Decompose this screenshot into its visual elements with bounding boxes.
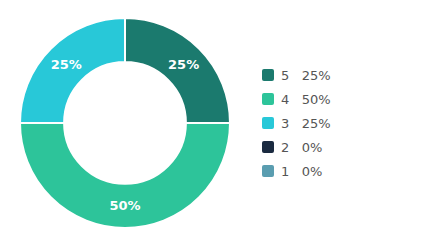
legend-label: 3 25% <box>281 116 331 131</box>
chart: 25% 50% 25% 5 25% 4 50% 3 25% 2 0% 1 0% <box>0 0 443 246</box>
legend-swatch <box>262 93 274 105</box>
slice <box>20 18 125 123</box>
data-labels: 25% 50% 25% <box>51 57 199 214</box>
slice <box>124 18 126 62</box>
legend-label: 4 50% <box>281 92 331 107</box>
data-label: 25% <box>51 57 82 72</box>
slice <box>125 18 230 123</box>
legend-label: 1 0% <box>281 164 322 179</box>
legend-swatch <box>262 69 274 81</box>
slices <box>20 18 230 228</box>
legend-swatch <box>262 141 274 153</box>
legend-swatch <box>262 165 274 177</box>
legend-swatch <box>262 117 274 129</box>
legend-label: 5 25% <box>281 68 331 83</box>
legend: 5 25% 4 50% 3 25% 2 0% 1 0% <box>262 68 331 179</box>
data-label: 50% <box>109 198 140 213</box>
data-label: 25% <box>168 57 199 72</box>
slice <box>124 18 126 62</box>
slice <box>20 123 230 228</box>
legend-label: 2 0% <box>281 140 322 155</box>
